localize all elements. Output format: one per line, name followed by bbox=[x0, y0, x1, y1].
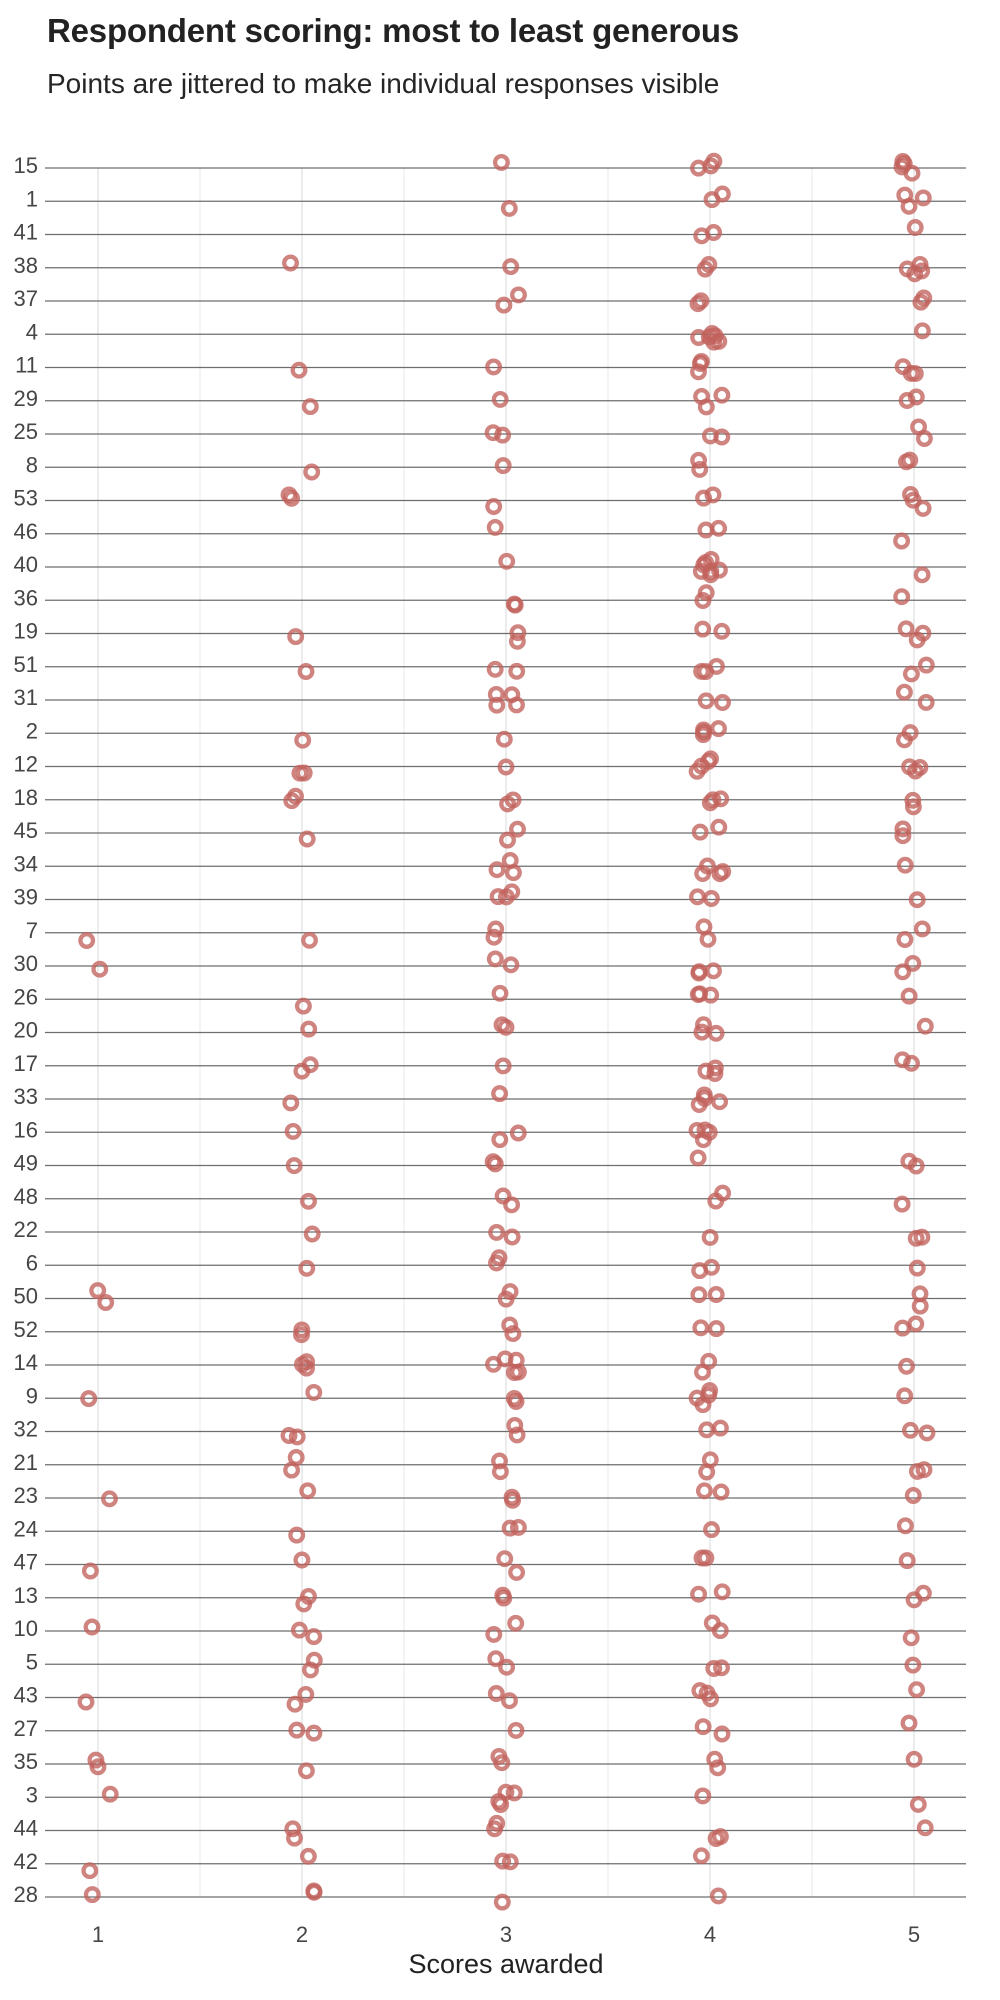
svg-text:46: 46 bbox=[14, 519, 38, 544]
svg-text:31: 31 bbox=[14, 685, 38, 710]
svg-text:28: 28 bbox=[14, 1882, 38, 1907]
svg-text:16: 16 bbox=[14, 1117, 38, 1142]
svg-text:2: 2 bbox=[26, 718, 38, 743]
svg-text:41: 41 bbox=[14, 220, 38, 245]
svg-text:43: 43 bbox=[14, 1683, 38, 1708]
svg-text:3: 3 bbox=[26, 1782, 38, 1807]
svg-text:47: 47 bbox=[14, 1550, 38, 1575]
svg-text:4: 4 bbox=[26, 319, 38, 344]
svg-text:34: 34 bbox=[14, 851, 38, 876]
svg-text:2: 2 bbox=[296, 1922, 308, 1947]
svg-text:30: 30 bbox=[14, 951, 38, 976]
svg-text:13: 13 bbox=[14, 1583, 38, 1608]
svg-text:12: 12 bbox=[14, 752, 38, 777]
svg-text:52: 52 bbox=[14, 1317, 38, 1342]
svg-text:35: 35 bbox=[14, 1749, 38, 1774]
svg-text:14: 14 bbox=[14, 1350, 38, 1375]
svg-text:26: 26 bbox=[14, 984, 38, 1009]
svg-text:7: 7 bbox=[26, 918, 38, 943]
svg-text:18: 18 bbox=[14, 785, 38, 810]
svg-text:4: 4 bbox=[704, 1922, 716, 1947]
svg-text:45: 45 bbox=[14, 818, 38, 843]
svg-text:33: 33 bbox=[14, 1084, 38, 1109]
svg-text:49: 49 bbox=[14, 1151, 38, 1176]
svg-text:17: 17 bbox=[14, 1051, 38, 1076]
svg-text:38: 38 bbox=[14, 253, 38, 278]
svg-text:27: 27 bbox=[14, 1716, 38, 1741]
svg-text:48: 48 bbox=[14, 1184, 38, 1209]
svg-text:20: 20 bbox=[14, 1018, 38, 1043]
svg-text:22: 22 bbox=[14, 1217, 38, 1242]
svg-text:1: 1 bbox=[92, 1922, 104, 1947]
svg-text:1: 1 bbox=[26, 186, 38, 211]
svg-text:3: 3 bbox=[500, 1922, 512, 1947]
svg-text:9: 9 bbox=[26, 1383, 38, 1408]
svg-text:11: 11 bbox=[15, 353, 38, 378]
svg-text:39: 39 bbox=[14, 885, 38, 910]
svg-text:32: 32 bbox=[14, 1417, 38, 1442]
svg-text:25: 25 bbox=[14, 419, 38, 444]
svg-text:19: 19 bbox=[14, 619, 38, 644]
svg-text:42: 42 bbox=[14, 1849, 38, 1874]
svg-text:Scores awarded: Scores awarded bbox=[408, 1949, 603, 1979]
svg-text:50: 50 bbox=[14, 1284, 38, 1309]
svg-text:37: 37 bbox=[14, 286, 38, 311]
svg-text:24: 24 bbox=[14, 1516, 38, 1541]
svg-text:29: 29 bbox=[14, 386, 38, 411]
svg-text:10: 10 bbox=[14, 1616, 38, 1641]
svg-text:5: 5 bbox=[26, 1649, 38, 1674]
svg-text:6: 6 bbox=[26, 1250, 38, 1275]
svg-text:8: 8 bbox=[26, 452, 38, 477]
svg-text:23: 23 bbox=[14, 1483, 38, 1508]
svg-text:51: 51 bbox=[14, 652, 38, 677]
svg-text:53: 53 bbox=[14, 486, 38, 511]
svg-text:15: 15 bbox=[14, 153, 38, 178]
svg-text:21: 21 bbox=[14, 1450, 38, 1475]
svg-text:40: 40 bbox=[14, 552, 38, 577]
svg-text:44: 44 bbox=[14, 1816, 38, 1841]
svg-text:5: 5 bbox=[908, 1922, 920, 1947]
svg-text:36: 36 bbox=[14, 585, 38, 610]
